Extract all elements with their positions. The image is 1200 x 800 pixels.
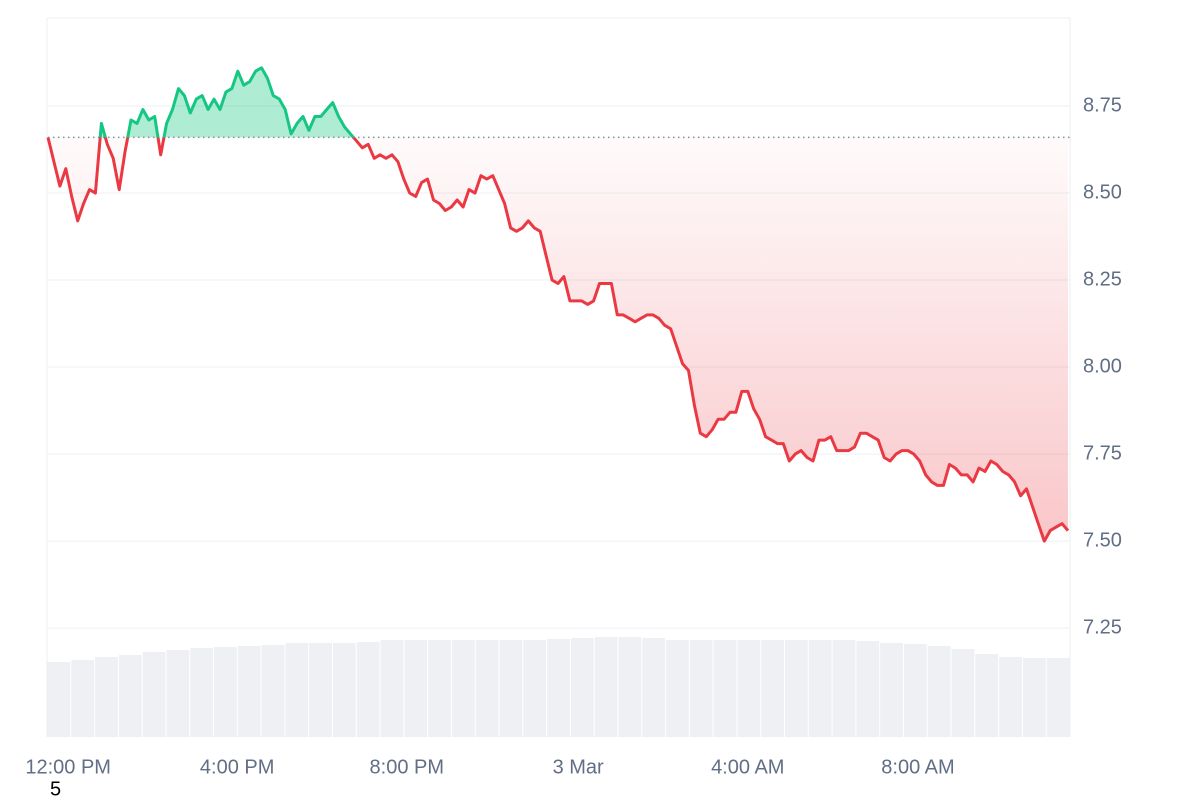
volume-bar bbox=[927, 646, 951, 737]
y-tick-label: 7.25 bbox=[1083, 616, 1122, 638]
volume-bar bbox=[832, 640, 856, 737]
price-line bbox=[46, 66, 1070, 543]
x-tick-label: 8:00 PM bbox=[370, 756, 444, 778]
volume-bar bbox=[999, 657, 1022, 737]
volume-bar bbox=[547, 639, 570, 737]
volume-bar bbox=[95, 657, 118, 737]
volume-bar bbox=[642, 638, 666, 737]
volume-bar bbox=[285, 643, 309, 737]
x-tick-label: 3 Mar bbox=[553, 756, 604, 778]
volume-bar bbox=[1046, 658, 1070, 737]
volume-bar bbox=[523, 640, 547, 737]
volume-bar bbox=[594, 637, 618, 737]
volume-bar bbox=[475, 640, 499, 737]
volume-bar bbox=[618, 637, 642, 737]
x-tick-label: 12:00 PM bbox=[25, 756, 111, 778]
price-area bbox=[48, 67, 1068, 542]
volume-bar bbox=[118, 655, 142, 737]
volume-bar bbox=[666, 640, 689, 737]
volume-bar bbox=[142, 652, 166, 737]
x-tick-label: 8:00 AM bbox=[881, 756, 954, 778]
volume-bar bbox=[975, 654, 999, 737]
volume-bar bbox=[356, 642, 380, 737]
y-tick-label: 8.75 bbox=[1083, 94, 1122, 116]
y-tick-label: 8.50 bbox=[1083, 181, 1122, 203]
volume-bar bbox=[880, 643, 903, 737]
volume-bar bbox=[166, 650, 190, 737]
y-tick-label: 7.50 bbox=[1083, 529, 1122, 551]
volume-bar bbox=[713, 640, 737, 737]
volume-bar bbox=[808, 640, 832, 737]
volume-bar bbox=[214, 647, 237, 737]
volume-bar bbox=[47, 662, 71, 737]
volume-bar bbox=[71, 660, 95, 737]
y-tick-label: 8.25 bbox=[1083, 268, 1122, 290]
volume-bar bbox=[570, 638, 594, 737]
corner-text: 5 bbox=[50, 778, 61, 800]
x-tick-label: 4:00 AM bbox=[711, 756, 784, 778]
volume-bar bbox=[785, 640, 808, 737]
volume-bar bbox=[761, 640, 785, 737]
volume-bar bbox=[451, 640, 475, 737]
volume-bar bbox=[689, 640, 713, 737]
volume-bar bbox=[951, 649, 975, 737]
volume-bar bbox=[309, 643, 332, 737]
volume-bar bbox=[332, 643, 356, 737]
volume-bar bbox=[1022, 658, 1046, 737]
x-tick-label: 4:00 PM bbox=[200, 756, 274, 778]
volume-bar bbox=[380, 640, 404, 737]
volume-bar bbox=[856, 641, 880, 737]
volume-bar bbox=[737, 640, 761, 737]
volume-bar bbox=[499, 640, 523, 737]
volume-bar bbox=[190, 648, 214, 737]
y-tick-label: 7.75 bbox=[1083, 442, 1122, 464]
volume-bar bbox=[903, 644, 927, 737]
volume-bar bbox=[261, 645, 285, 737]
volume-bar bbox=[428, 640, 451, 737]
y-tick-label: 8.00 bbox=[1083, 355, 1122, 377]
volume-bar bbox=[404, 640, 428, 737]
volume-bar bbox=[237, 646, 261, 737]
